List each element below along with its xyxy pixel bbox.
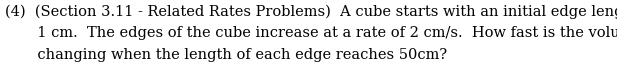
- Text: changing when the length of each edge reaches 50cm?: changing when the length of each edge re…: [5, 48, 447, 62]
- Text: 1 cm.  The edges of the cube increase at a rate of 2 cm/s.  How fast is the volu: 1 cm. The edges of the cube increase at …: [5, 26, 617, 40]
- Text: (4)  (Section 3.11 - Related Rates Problems)  A cube starts with an initial edge: (4) (Section 3.11 - Related Rates Proble…: [5, 5, 617, 19]
